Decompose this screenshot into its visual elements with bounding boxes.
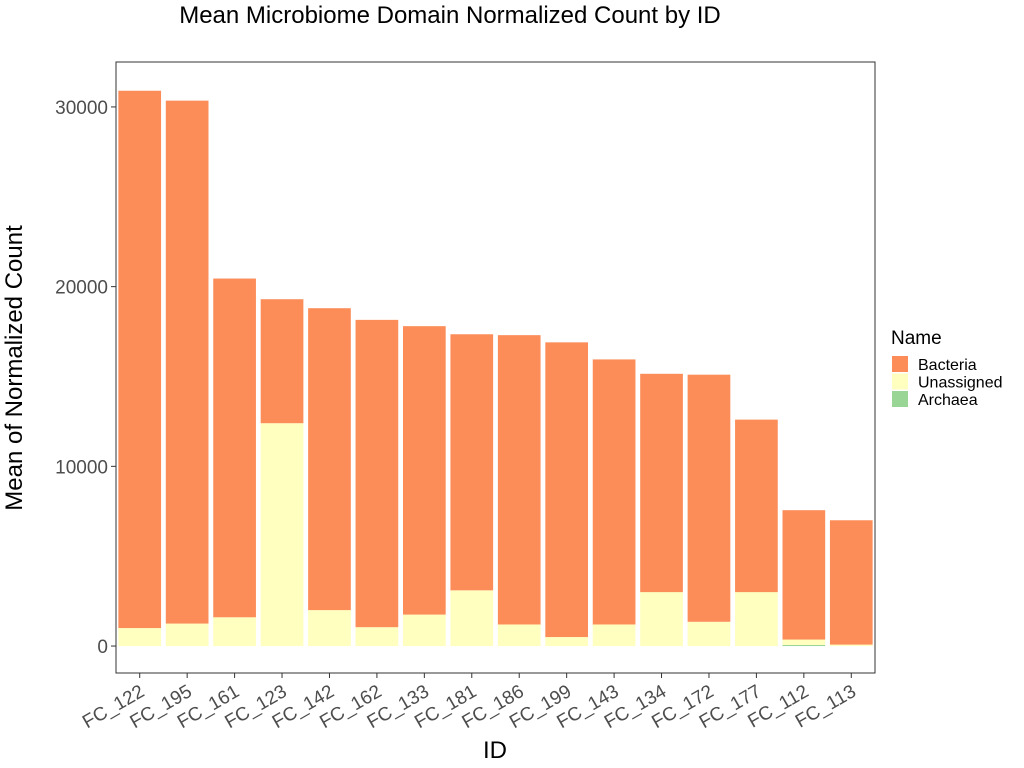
bar-fc-161-unassigned <box>213 617 256 647</box>
bar-fc-112-unassigned <box>782 639 826 645</box>
bar-fc-133-bacteria <box>402 326 446 615</box>
bar-fc-186-unassigned <box>497 624 541 647</box>
bar-fc-177-unassigned <box>735 592 778 647</box>
bar-fc-134-bacteria <box>640 373 683 593</box>
plot-area <box>118 90 873 647</box>
bar-fc-195-bacteria <box>165 100 209 624</box>
bar-fc-123-bacteria <box>260 299 304 424</box>
y-axis-title: Mean of Normalized Count <box>1 225 28 511</box>
bar-fc-112-bacteria <box>782 510 826 640</box>
bar-fc-181-bacteria <box>450 334 494 591</box>
chart-title: Mean Microbiome Domain Normalized Count … <box>179 2 721 29</box>
x-axis: FC_122FC_195FC_161FC_123FC_142FC_162FC_1… <box>79 673 860 733</box>
legend-label-bacteria: Bacteria <box>918 357 977 374</box>
y-tick-label: 0 <box>97 637 108 658</box>
x-axis-title: ID <box>483 737 507 764</box>
bar-fc-112-archaea <box>782 644 826 647</box>
y-tick-label: 10000 <box>55 457 108 478</box>
bar-fc-143-unassigned <box>592 624 636 647</box>
bar-fc-162-unassigned <box>355 627 399 647</box>
bar-fc-143-bacteria <box>592 359 636 625</box>
bar-fc-142-bacteria <box>308 308 351 611</box>
bar-fc-177-bacteria <box>735 419 778 593</box>
legend-label-archaea: Archaea <box>918 392 978 409</box>
y-tick-label: 30000 <box>55 98 108 119</box>
y-tick-label: 20000 <box>55 278 108 299</box>
bar-fc-172-unassigned <box>687 621 731 647</box>
bar-fc-113-unassigned <box>829 644 873 647</box>
bar-fc-113-bacteria <box>829 520 873 645</box>
bar-fc-172-bacteria <box>687 374 731 622</box>
legend-title: Name <box>891 328 942 349</box>
bar-fc-181-unassigned <box>450 590 494 647</box>
legend-key-archaea <box>892 391 908 407</box>
bar-fc-133-unassigned <box>402 614 446 647</box>
bar-fc-161-bacteria <box>213 278 256 618</box>
bar-fc-199-bacteria <box>545 342 589 638</box>
bar-fc-123-unassigned <box>260 423 304 647</box>
bar-fc-199-unassigned <box>545 637 589 647</box>
bar-fc-162-bacteria <box>355 319 399 628</box>
legend-key-unassigned <box>892 373 908 390</box>
legend-key-bacteria <box>892 356 908 372</box>
y-axis: 0 10000 20000 30000 <box>55 98 116 658</box>
bar-fc-195-unassigned <box>165 623 209 647</box>
bar-fc-122-bacteria <box>118 90 162 629</box>
bar-fc-142-unassigned <box>308 610 351 647</box>
legend-label-unassigned: Unassigned <box>918 375 1003 392</box>
bar-fc-134-unassigned <box>640 592 683 647</box>
bar-fc-122-unassigned <box>118 628 162 647</box>
bar-fc-186-bacteria <box>497 335 541 625</box>
plot-border <box>115 61 876 674</box>
